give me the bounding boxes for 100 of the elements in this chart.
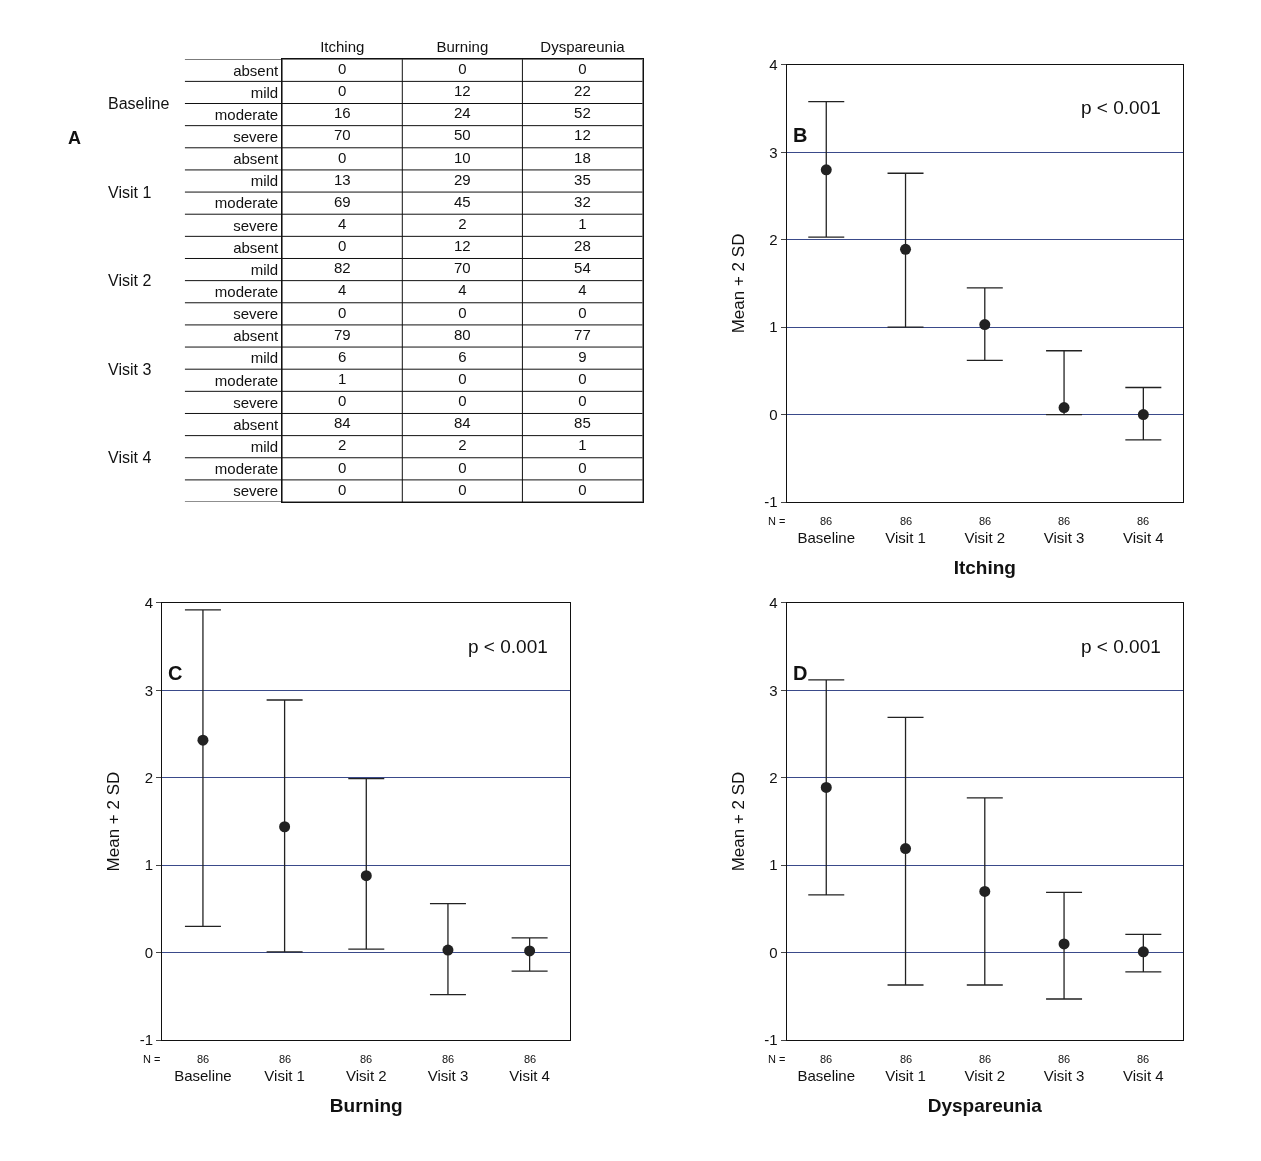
x-tick-label: Itching	[320, 38, 365, 56]
data-label: 32	[574, 192, 591, 210]
data-label: 80	[454, 325, 471, 343]
data-label: 84	[333, 414, 351, 432]
y-tick-label: 2	[144, 769, 154, 787]
y-tick-label: moderate	[214, 371, 279, 389]
data-label: 52	[574, 104, 591, 122]
text: 86	[1058, 515, 1071, 527]
data-label: 6	[338, 347, 347, 365]
data-label: 0	[578, 392, 587, 410]
text: N =	[768, 1053, 786, 1065]
y-tick-label: moderate	[214, 194, 279, 212]
data-label: 2	[338, 436, 347, 454]
x-axis-title: Burning	[329, 1094, 403, 1116]
y-tick-label: severe	[233, 482, 279, 500]
y-tick-label: 4	[144, 594, 154, 612]
data-label: 9	[578, 347, 587, 365]
text: 86	[979, 515, 992, 527]
data-label: 0	[578, 303, 587, 321]
y-tick-label: severe	[233, 305, 279, 323]
text: 86	[820, 1053, 833, 1065]
text: C	[168, 662, 183, 684]
data-label: 12	[454, 82, 471, 100]
y-tick-label: 3	[769, 143, 778, 161]
data-label: 79	[333, 325, 351, 343]
y-tick-label: 3	[144, 681, 154, 699]
text: D	[793, 662, 808, 684]
data-label: 50	[454, 126, 471, 144]
text: 86	[279, 1053, 292, 1065]
text: 86	[197, 1053, 210, 1065]
data-label: 70	[333, 126, 351, 144]
data-label: 1	[578, 215, 587, 233]
data-label: 6	[458, 347, 467, 365]
y-axis-title: Mean + 2 SD	[728, 233, 748, 334]
y-tick-label: 4	[769, 594, 778, 612]
data-label: 18	[574, 148, 591, 166]
data-label: 0	[458, 480, 467, 498]
text: Visit 3	[108, 361, 152, 378]
point	[442, 944, 454, 956]
data-label: 69	[333, 192, 351, 210]
y-tick-label: mild	[250, 83, 279, 101]
x-axis-title: Dyspareunia	[927, 1094, 1043, 1116]
y-tick-label: -1	[764, 493, 778, 511]
data-label: 54	[574, 259, 591, 277]
data-label: 12	[574, 126, 591, 144]
y-tick-label: -1	[139, 1031, 154, 1049]
y-tick-label: 0	[769, 943, 778, 961]
data-label: 77	[574, 325, 591, 343]
data-label: 24	[454, 104, 471, 122]
point	[1137, 409, 1149, 421]
point	[197, 734, 209, 746]
y-tick-label: severe	[233, 393, 279, 411]
data-label: 70	[454, 259, 471, 277]
text: N =	[768, 515, 786, 527]
y-tick-label: -1	[764, 1031, 778, 1049]
data-label: 0	[578, 458, 587, 476]
x-tick-label: Baseline	[797, 1067, 856, 1085]
point	[1137, 946, 1149, 958]
data-label: 45	[454, 192, 471, 210]
data-label: 0	[338, 458, 347, 476]
point	[360, 870, 372, 882]
text: 86	[360, 1053, 373, 1065]
data-label: 0	[458, 392, 467, 410]
x-tick-label: Visit 3	[427, 1067, 469, 1085]
y-tick-label: 0	[769, 405, 778, 423]
x-tick-label: Visit 2	[964, 529, 1006, 547]
x-tick-label: Visit 4	[509, 1067, 550, 1085]
data-label: 0	[338, 392, 347, 410]
text: 86	[1137, 515, 1150, 527]
data-label: 28	[574, 237, 591, 255]
data-label: 0	[338, 60, 347, 78]
data-label: 4	[458, 281, 467, 299]
y-tick-label: 1	[769, 318, 778, 336]
data-label: 16	[333, 104, 351, 122]
y-tick-label: mild	[250, 349, 279, 367]
x-tick-label: Baseline	[174, 1067, 232, 1085]
data-label: 0	[338, 82, 347, 100]
data-label: 22	[574, 82, 591, 100]
point	[279, 821, 291, 833]
data-label: 84	[454, 414, 471, 432]
data-label: 0	[338, 148, 347, 166]
y-tick-label: 0	[144, 943, 154, 961]
data-label: 0	[458, 458, 467, 476]
data-label: 10	[454, 148, 471, 166]
text: A	[68, 128, 81, 148]
data-label: 12	[454, 237, 471, 255]
point	[900, 843, 912, 855]
x-tick-label: Visit 4	[1123, 1067, 1164, 1085]
x-axis-title: Itching	[953, 556, 1016, 578]
y-tick-label: severe	[233, 127, 279, 145]
text: Visit 4	[108, 449, 152, 466]
text: 86	[900, 515, 913, 527]
y-tick-label: moderate	[214, 460, 279, 478]
y-tick-label: absent	[233, 327, 280, 345]
text: 86	[1058, 1053, 1071, 1065]
x-tick-label: Dyspareunia	[540, 38, 626, 56]
data-label: 29	[454, 170, 471, 188]
data-label: 4	[338, 281, 347, 299]
point	[1058, 938, 1070, 950]
data-label: 4	[338, 215, 347, 233]
